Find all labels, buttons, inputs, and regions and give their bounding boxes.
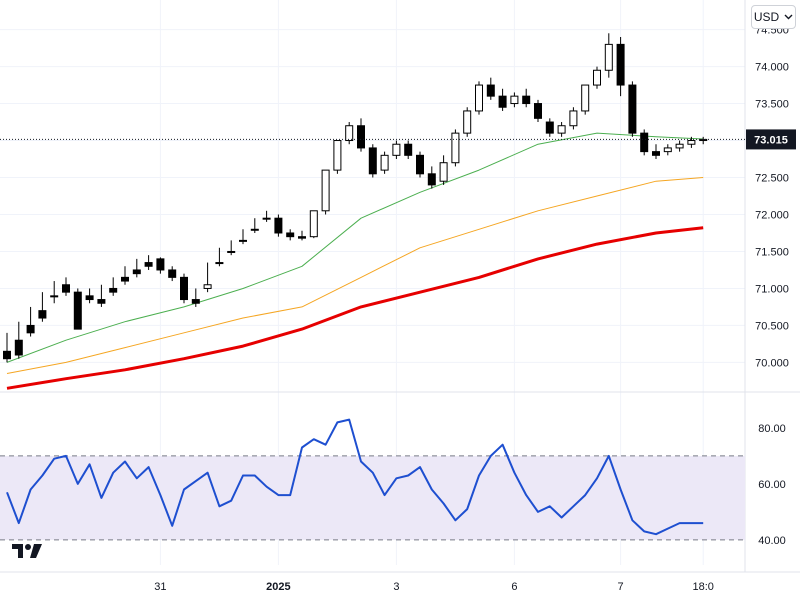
candle [392, 140, 401, 160]
candle [687, 136, 696, 148]
candle [73, 288, 82, 330]
y-tick-label: 73.500 [755, 99, 789, 111]
last-price-label: 73.015 [754, 134, 788, 146]
rsi-series [6, 418, 704, 536]
moving-averages [6, 132, 704, 390]
y-tick-label: 74.000 [755, 62, 789, 74]
candle [14, 321, 23, 359]
rsi-y-tick-label: 60.00 [758, 479, 786, 491]
candle [227, 240, 236, 256]
x-tick-label: 2025 [266, 581, 290, 593]
candle [62, 277, 70, 296]
candle [463, 107, 472, 137]
candle [616, 36, 625, 97]
candle [439, 155, 448, 185]
candle [604, 33, 613, 78]
candle [522, 88, 531, 108]
candle [357, 118, 365, 152]
tradingview-logo[interactable] [10, 542, 44, 560]
candle [26, 306, 35, 337]
candle [262, 210, 271, 222]
candle [345, 122, 354, 145]
candle [498, 88, 507, 111]
x-tick-label: 18:0 [692, 581, 713, 593]
candle [486, 77, 495, 100]
candle [427, 166, 436, 189]
candle [156, 257, 165, 274]
candle [286, 229, 295, 241]
candlesticks [3, 33, 708, 363]
candle [475, 81, 483, 115]
candle [557, 122, 566, 137]
candle [380, 151, 389, 174]
candle [333, 140, 342, 174]
candle [675, 140, 684, 152]
x-tick-label: 6 [511, 581, 517, 593]
moving-average-line-1 [6, 132, 704, 363]
x-tick-label: 7 [618, 581, 624, 593]
candle [191, 288, 200, 307]
candle [203, 262, 212, 293]
rsi-band [0, 455, 745, 541]
rsi-band-fill [0, 455, 745, 540]
x-tick-label: 3 [393, 581, 399, 593]
candle [132, 258, 141, 278]
candle [628, 81, 637, 137]
candle [144, 255, 153, 270]
candle [640, 129, 649, 156]
candle [699, 136, 708, 145]
candle [215, 247, 224, 267]
candle [274, 214, 283, 237]
y-tick-label: 72.000 [755, 209, 789, 221]
candle [85, 288, 94, 304]
rsi-y-tick-label: 40.00 [758, 535, 786, 547]
candle [50, 281, 59, 304]
candle [121, 266, 129, 285]
y-tick-label: 70.000 [755, 357, 789, 369]
candle [534, 99, 542, 123]
y-tick-label: 70.500 [755, 320, 789, 332]
candle [3, 332, 11, 363]
candle [545, 118, 554, 137]
candle [581, 84, 590, 115]
candle [239, 229, 247, 245]
moving-average-line-2 [6, 177, 704, 374]
currency-selector-button[interactable]: USD [751, 5, 796, 29]
moving-average-line-3 [6, 226, 704, 390]
candle [416, 151, 424, 178]
candle [38, 292, 47, 322]
candle [97, 284, 106, 307]
candle [451, 129, 460, 167]
x-tick-label: 31 [154, 581, 166, 593]
candle [510, 92, 519, 108]
rsi-y-tick-label: 80.00 [758, 423, 786, 435]
candle [569, 107, 578, 130]
currency-label: USD [753, 10, 780, 24]
candle [168, 266, 177, 282]
candle [298, 230, 306, 241]
y-tick-label: 71.500 [755, 246, 789, 258]
candle [309, 210, 318, 239]
candle [663, 144, 672, 156]
rsi-line [6, 418, 704, 536]
candle [652, 144, 660, 160]
axes: 74.50074.00073.50073.00072.50072.00071.5… [0, 25, 796, 593]
last-price-badge [746, 129, 796, 150]
candle [109, 277, 118, 296]
chevron-down-icon [784, 14, 793, 20]
candle [593, 66, 601, 89]
candle [180, 273, 188, 304]
candle [368, 144, 377, 178]
y-tick-label: 71.000 [755, 283, 789, 295]
candle [321, 169, 330, 215]
y-tick-label: 72.500 [755, 173, 789, 185]
candle [250, 218, 259, 233]
candle [404, 140, 413, 160]
